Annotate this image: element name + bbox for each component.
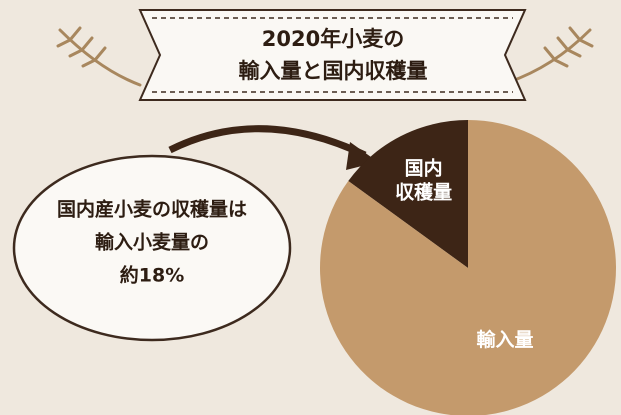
wheat-left: [56, 26, 142, 87]
banner-stitch: [152, 17, 513, 93]
arrow: [168, 125, 367, 159]
callout-line: 輸入小麦量の: [95, 231, 209, 254]
callout: [12, 154, 292, 342]
callout-line: 約18%: [120, 264, 184, 287]
pie-slice: [348, 120, 468, 268]
title-line: 2020年小麦の: [262, 27, 404, 51]
slice-label: 輸入量: [476, 328, 533, 351]
slice-label: 国内: [405, 156, 443, 179]
pie-slice: [320, 120, 616, 415]
slice-label: 収穫量: [395, 180, 452, 203]
title-line: 輸入量と国内収穫量: [239, 59, 428, 83]
title-banner: [138, 9, 527, 101]
callout-line: 国内産小麦の収穫量は: [57, 198, 247, 221]
